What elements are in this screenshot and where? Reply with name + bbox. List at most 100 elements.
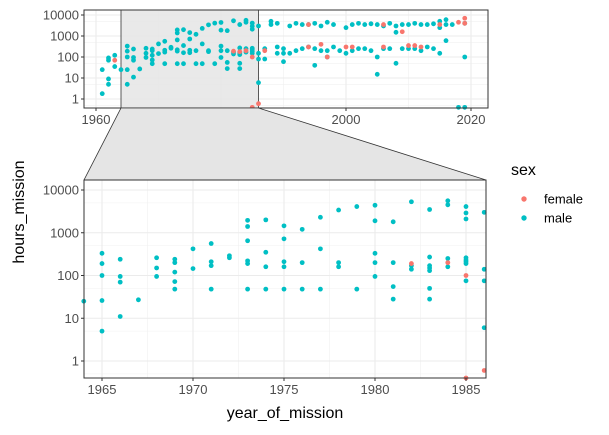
data-point-male (427, 207, 432, 212)
data-point-male (427, 296, 432, 302)
data-point-male (249, 20, 255, 26)
data-point-male (443, 17, 449, 23)
data-point-male (318, 286, 323, 292)
data-point-male (324, 19, 330, 25)
y-tick-label: 10000 (43, 8, 79, 23)
y-tick-label: 1 (72, 92, 79, 107)
data-point-male (406, 22, 411, 27)
data-point-male (445, 264, 451, 270)
data-point-male (362, 46, 368, 52)
data-point-female (262, 48, 268, 54)
data-point-male (143, 55, 149, 60)
data-point-male (424, 44, 430, 50)
data-point-male (218, 20, 224, 25)
data-point-male (99, 261, 105, 266)
zoomed-points (81, 198, 487, 381)
data-point-male (174, 47, 180, 53)
data-point-female (481, 368, 487, 373)
data-point-male (274, 20, 280, 26)
data-point-male (427, 263, 432, 269)
data-point-male (224, 28, 230, 34)
data-point-male (299, 286, 305, 292)
data-point-male (237, 60, 243, 66)
x-tick-label: 1970 (179, 382, 208, 397)
data-point-male (463, 210, 469, 216)
data-point-male (117, 256, 123, 262)
y-tick-label: 100 (57, 50, 79, 65)
data-point-male (299, 260, 305, 266)
data-point-male (318, 246, 323, 252)
x-tick-label: 1965 (88, 382, 117, 397)
zoomed-gridlines (84, 180, 486, 378)
data-point-male (118, 67, 124, 73)
data-point-male (112, 64, 118, 69)
data-point-female (324, 54, 330, 60)
data-point-female (409, 261, 414, 266)
x-tick-label: 1975 (270, 382, 299, 397)
y-tick-label: 10 (65, 311, 79, 326)
data-point-male (390, 296, 396, 302)
data-point-male (437, 50, 443, 56)
data-point-male (193, 61, 199, 67)
data-point-male (274, 50, 280, 56)
data-point-male (462, 54, 468, 60)
data-point-male (281, 59, 286, 65)
data-point-male (356, 46, 361, 52)
legend-key-male-icon (521, 215, 527, 221)
zoom-connector (83, 107, 487, 181)
data-point-male (162, 61, 168, 67)
data-point-male (224, 60, 230, 65)
data-point-male (149, 46, 155, 52)
data-point-male (293, 20, 299, 26)
data-point-male (124, 43, 130, 49)
data-point-male (174, 61, 180, 67)
data-point-male (172, 256, 178, 262)
data-point-male (193, 31, 199, 37)
data-point-male (99, 91, 105, 97)
data-point-male (343, 50, 349, 56)
data-point-male (249, 45, 255, 51)
legend-title: sex (511, 162, 536, 179)
data-point-male (149, 57, 155, 63)
data-point-male (208, 241, 214, 246)
data-point-female (462, 20, 468, 26)
data-point-male (287, 23, 293, 29)
y-tick-label: 1000 (50, 225, 79, 240)
data-point-male (431, 21, 436, 27)
data-point-male (331, 44, 336, 50)
data-point-male (190, 246, 196, 252)
legend-label-male: male (544, 211, 572, 226)
data-point-male (172, 286, 178, 292)
data-point-male (208, 259, 214, 265)
data-point-male (124, 48, 130, 54)
data-point-female (406, 43, 411, 48)
data-point-male (245, 286, 251, 292)
data-point-female (381, 22, 386, 27)
data-point-female (462, 15, 468, 21)
data-point-male (245, 258, 251, 264)
data-point-male (243, 17, 249, 23)
data-point-male (156, 51, 161, 57)
data-point-male (218, 27, 224, 33)
data-point-male (299, 46, 305, 52)
data-point-male (374, 71, 380, 77)
legend-label-female: female (544, 192, 583, 207)
data-point-male (99, 250, 105, 256)
data-point-male (172, 260, 178, 266)
data-point-male (208, 263, 214, 269)
data-point-male (412, 20, 418, 26)
zoomed-y-axis: 1 10 100 1000 10000 (43, 183, 84, 369)
data-point-male (387, 46, 393, 52)
legend-key-female-icon (521, 196, 527, 202)
data-point-male (174, 37, 180, 43)
data-point-male (263, 286, 269, 292)
data-point-male (124, 67, 130, 73)
data-point-male (281, 236, 287, 242)
data-point-male (149, 61, 155, 67)
data-point-male (349, 48, 355, 54)
data-point-male (187, 36, 193, 42)
data-point-male (256, 23, 261, 29)
x-tick-label: 1960 (82, 112, 111, 127)
